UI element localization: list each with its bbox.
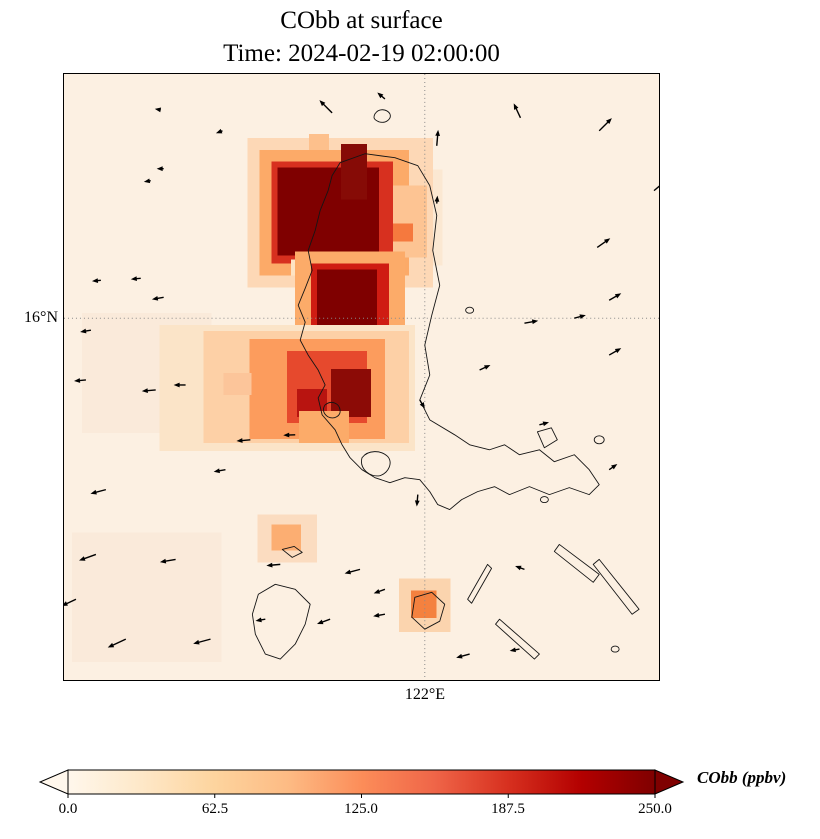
y-tick-label-16n: 16°N: [24, 309, 58, 326]
title-line-2: Time: 2024-02-19 02:00:00: [223, 40, 500, 67]
wind-arrow: [574, 314, 586, 319]
wind-arrow: [539, 421, 550, 427]
wind-arrow: [456, 653, 470, 659]
colorbar-tick-label-4: 250.0: [638, 801, 672, 817]
colorbar-tick-label-2: 125.0: [344, 801, 378, 817]
heatmap-cell: [392, 223, 413, 242]
colorbar-extend-right-arrow: [654, 769, 685, 795]
wind-arrow: [598, 118, 612, 132]
wind-arrow: [509, 647, 520, 653]
colorbar-canvas: [38, 769, 685, 798]
heatmap-cell: [331, 369, 371, 417]
title-line-1: CObb at surface: [280, 7, 443, 34]
wind-arrow: [215, 128, 223, 134]
coastline-path: [322, 402, 341, 419]
wind-arrow: [107, 638, 127, 648]
colorbar-tick-label-1: 62.5: [201, 801, 229, 817]
wind-arrow: [159, 558, 176, 564]
coastline-path: [297, 153, 600, 511]
colorbar-tick-label-3: 187.5: [491, 801, 525, 817]
colorbar-gradient-bar: [67, 769, 656, 795]
wind-arrow: [79, 553, 97, 561]
map-canvas: [64, 74, 659, 680]
wind-arrow: [435, 129, 440, 146]
colorbar-extend-left-arrow: [38, 769, 69, 795]
wind-arrow: [513, 103, 522, 119]
coastline-path: [592, 558, 640, 615]
wind-arrow: [64, 598, 77, 606]
wind-arrow: [213, 468, 226, 474]
heatmap-cell: [341, 143, 367, 200]
wind-arrow: [524, 319, 539, 325]
coastline-path: [536, 427, 558, 449]
colorbar: [35, 763, 815, 825]
wind-arrow: [130, 276, 141, 282]
wind-arrow: [608, 348, 622, 356]
wind-arrow: [283, 432, 296, 438]
heatmap-cell: [71, 532, 222, 663]
heatmap-cell: [317, 269, 377, 330]
wind-arrow: [419, 399, 425, 409]
wind-arrow: [154, 107, 162, 113]
coastline-path: [411, 591, 446, 630]
colorbar-tick-label-0: 0.0: [58, 801, 78, 817]
wind-arrow: [90, 488, 107, 495]
wind-arrow: [143, 178, 151, 184]
coastline-path: [495, 618, 540, 660]
wind-arrow: [608, 293, 622, 301]
colorbar-label: CObb (ppbv): [697, 768, 787, 787]
wind-arrow: [515, 565, 525, 571]
wind-arrow: [236, 438, 251, 443]
wind-arrow: [141, 388, 156, 394]
x-tick-label-122e: 122°E: [404, 686, 446, 703]
heatmap-cell: [309, 133, 330, 150]
wind-arrow: [344, 568, 361, 575]
wind-arrow: [596, 238, 611, 248]
map-axes: [63, 73, 660, 681]
figure-title: CObb at surface Time: 2024-02-19 02:00:0…: [63, 4, 660, 70]
wind-arrow: [80, 328, 92, 334]
wind-arrow: [377, 92, 386, 100]
heatmap-cell: [299, 410, 350, 443]
wind-arrow: [156, 166, 164, 172]
wind-arrow: [266, 562, 281, 568]
wind-arrow: [414, 494, 420, 507]
heatmap-cell: [223, 373, 252, 395]
coastline-path: [539, 496, 549, 504]
wind-arrow: [173, 382, 186, 388]
coastline-path: [467, 563, 493, 604]
coastline-path: [373, 109, 391, 123]
wind-arrow: [653, 185, 659, 192]
wind-arrow: [373, 588, 386, 594]
heatmap-cell: [271, 524, 302, 551]
wind-arrow: [255, 617, 266, 623]
wind-arrow: [608, 463, 618, 471]
coastline-path: [251, 583, 311, 660]
coastline-path: [361, 451, 391, 477]
wind-arrow: [479, 364, 491, 371]
coastline-path: [610, 645, 620, 653]
coastline-path: [281, 545, 303, 558]
coastline-path: [465, 306, 475, 314]
wind-arrow: [193, 638, 211, 645]
wind-arrow: [91, 278, 101, 283]
coastline-path: [593, 435, 605, 445]
wind-arrow: [316, 618, 331, 625]
wind-arrow: [373, 612, 386, 618]
coastline-path: [553, 543, 600, 583]
wind-arrow: [319, 100, 333, 114]
wind-arrow: [434, 195, 440, 204]
wind-arrow: [151, 295, 164, 301]
wind-arrow: [74, 378, 86, 383]
